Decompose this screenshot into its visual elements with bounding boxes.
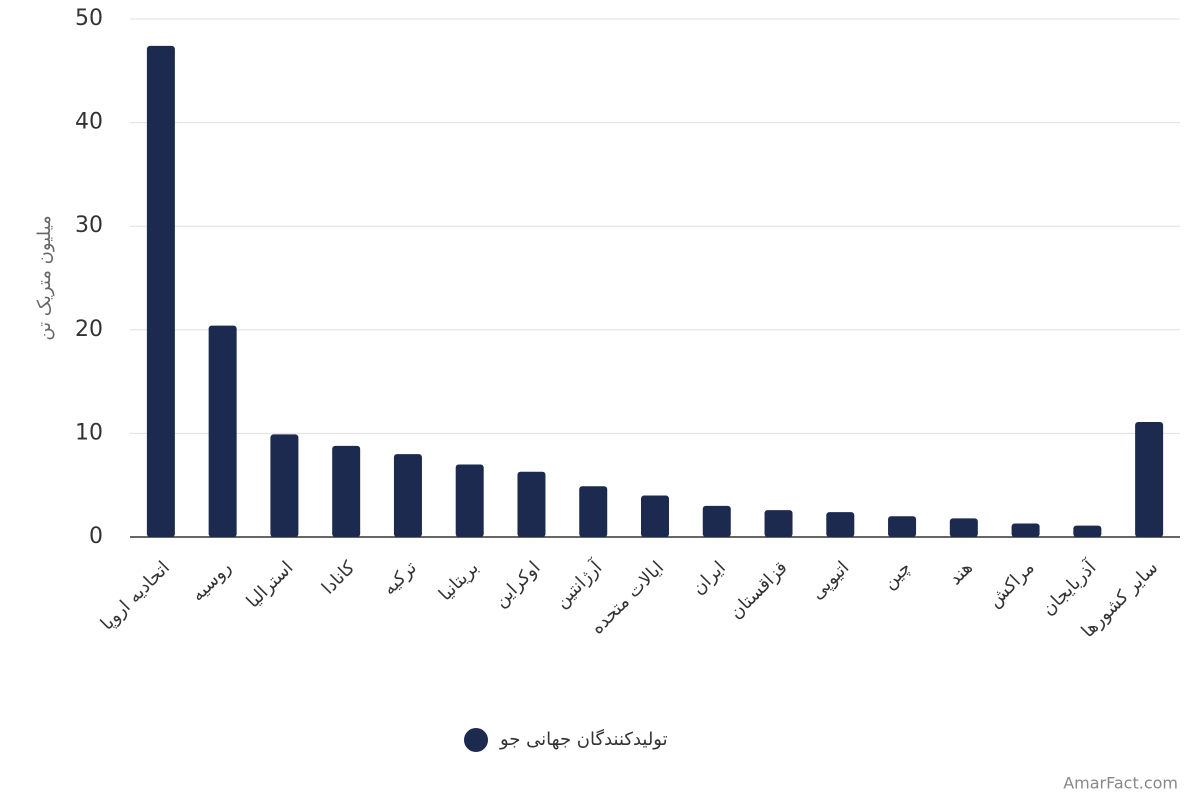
bar: [641, 495, 669, 537]
bar: [1135, 422, 1164, 537]
y-axis-title: میلیون متریک تن: [34, 215, 55, 340]
x-tick-label: هند: [945, 557, 977, 589]
x-tick-label: اتیوپی: [807, 557, 854, 604]
legend-label: تولیدکنندگان جهانی جو: [499, 728, 668, 750]
x-tick-label: قزاقستان: [726, 557, 792, 623]
bar: [208, 325, 237, 537]
x-tick-label: کانادا: [318, 557, 360, 599]
x-tick-label: آذربایجان: [1036, 555, 1101, 620]
y-tick-label: 50: [75, 6, 103, 31]
x-tick-label: چین: [879, 557, 915, 593]
bar: [888, 516, 917, 537]
y-tick-label: 0: [89, 524, 103, 549]
bar: [826, 512, 855, 537]
bar: [949, 518, 978, 537]
x-tick-label: روسیه: [187, 557, 235, 605]
bar: [455, 464, 484, 537]
x-tick-label: اتحادیه اروپا: [97, 557, 174, 634]
x-tick-label: بریتانیا: [435, 557, 483, 605]
bar: [579, 486, 608, 537]
watermark: AmarFact.com: [1063, 774, 1178, 793]
legend-marker: [464, 728, 488, 752]
bar: [270, 434, 299, 537]
bar: [332, 445, 361, 537]
x-tick-label: ترکیه: [379, 557, 421, 599]
y-tick-label: 20: [75, 317, 103, 342]
bar: [517, 471, 546, 537]
x-tick-label: ایران: [688, 557, 730, 599]
bar: [764, 510, 793, 537]
y-tick-label: 30: [75, 213, 103, 238]
bar: [1073, 525, 1102, 537]
x-tick-label: مراکش: [984, 557, 1039, 612]
x-tick-label: اوکراین: [490, 557, 544, 611]
x-tick-label: آرژانتین: [550, 555, 607, 612]
x-tick-label: استرالیا: [242, 557, 297, 612]
bar: [1011, 523, 1040, 537]
bar: [146, 45, 175, 537]
bar: [702, 505, 731, 537]
bar: [393, 454, 422, 537]
y-tick-label: 10: [75, 420, 103, 445]
y-tick-label: 40: [75, 110, 103, 135]
